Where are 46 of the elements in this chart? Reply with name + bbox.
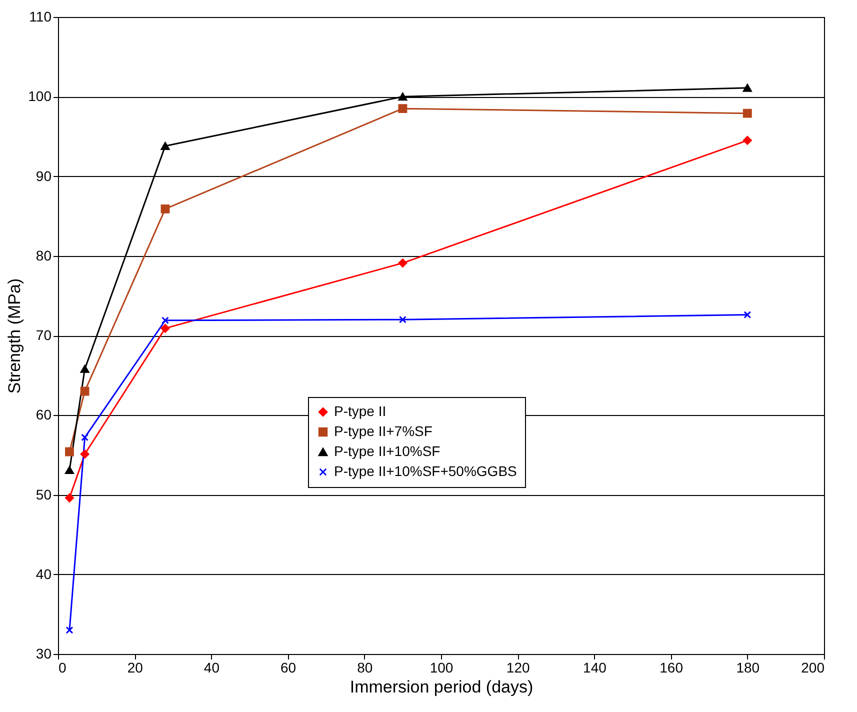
point [398,104,408,114]
point [742,108,752,118]
point [160,142,170,150]
x-tick-label: 160 [660,660,684,676]
point [65,447,74,456]
legend-label: P-type II [334,403,386,419]
x-tick-label: 200 [801,660,825,676]
point [398,92,408,101]
x-tick-label: 180 [736,660,760,676]
y-tick-label: 60 [36,406,52,423]
point [66,626,74,634]
point [160,324,170,333]
point [65,493,74,502]
x-tick-label: 60 [280,660,296,676]
point [742,136,752,145]
x-tick-label: 80 [357,660,373,676]
y-tick-label: 70 [36,327,52,343]
point [65,466,74,474]
y-tick-label: 110 [29,8,52,24]
legend-label: P-type II+7%SF [334,423,432,439]
point [80,450,90,459]
x-tick-label: 0 [58,660,66,676]
y-tick-label: 100 [28,88,52,104]
x-tick-label: 140 [583,660,607,676]
x-tick-label: 120 [506,660,530,676]
legend-label: P-type II+10%SF [334,443,440,459]
y-tick-label: 30 [36,646,52,662]
y-axis-title: Strength (MPa) [5,278,24,394]
y-tick-label: 40 [36,566,52,582]
y-tick-label: 80 [36,247,52,264]
x-tick-label: 20 [127,660,144,676]
y-tick-label: 90 [36,168,52,184]
point [81,434,89,442]
x-axis-title: Immersion period (days) [350,678,534,696]
point [398,316,406,324]
x-tick-label: 40 [204,660,220,676]
point [80,386,90,396]
point [744,311,752,319]
y-tick-label: 50 [36,486,52,502]
point [398,258,408,268]
point [742,84,752,92]
x-tick-label: 100 [430,660,454,676]
point [80,364,90,373]
legend-label: P-type II+10%SF+50%GGBS [334,463,517,479]
point [162,316,169,324]
point [160,204,170,214]
